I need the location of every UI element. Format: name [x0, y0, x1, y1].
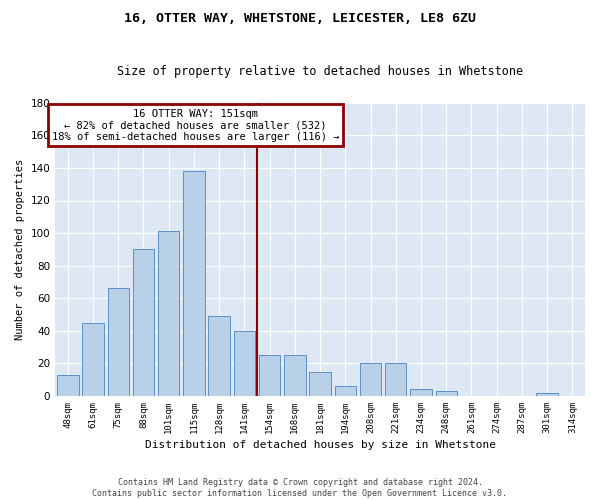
Bar: [233, 331, 255, 396]
Bar: [57, 375, 79, 396]
Bar: [259, 355, 280, 396]
Bar: [107, 288, 129, 396]
Bar: [133, 250, 154, 396]
Bar: [310, 372, 331, 396]
Bar: [410, 390, 432, 396]
Bar: [360, 364, 381, 396]
Bar: [284, 355, 305, 396]
Bar: [335, 386, 356, 396]
Bar: [536, 392, 558, 396]
Bar: [385, 364, 406, 396]
Bar: [436, 391, 457, 396]
Bar: [183, 171, 205, 396]
Text: Contains HM Land Registry data © Crown copyright and database right 2024.
Contai: Contains HM Land Registry data © Crown c…: [92, 478, 508, 498]
Bar: [82, 322, 104, 396]
X-axis label: Distribution of detached houses by size in Whetstone: Distribution of detached houses by size …: [145, 440, 496, 450]
Text: 16 OTTER WAY: 151sqm
← 82% of detached houses are smaller (532)
18% of semi-deta: 16 OTTER WAY: 151sqm ← 82% of detached h…: [52, 108, 340, 142]
Title: Size of property relative to detached houses in Whetstone: Size of property relative to detached ho…: [117, 65, 523, 78]
Bar: [208, 316, 230, 396]
Text: 16, OTTER WAY, WHETSTONE, LEICESTER, LE8 6ZU: 16, OTTER WAY, WHETSTONE, LEICESTER, LE8…: [124, 12, 476, 26]
Bar: [158, 232, 179, 396]
Y-axis label: Number of detached properties: Number of detached properties: [15, 158, 25, 340]
